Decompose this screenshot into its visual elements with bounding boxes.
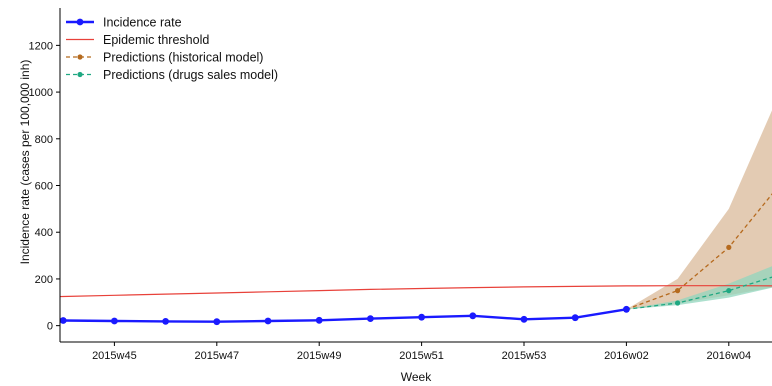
drugs-interval-band [626, 266, 772, 310]
x-tick-label: 2015w51 [399, 350, 444, 362]
incidence-point [367, 315, 374, 322]
incidence-point [418, 313, 425, 321]
drugs-point [726, 288, 732, 294]
y-tick-label: 0 [47, 321, 53, 333]
x-tick-label: 2015w45 [92, 350, 137, 362]
incidence-point [111, 317, 118, 325]
x-tick-label: 2015w47 [194, 350, 239, 362]
legend-label: Incidence rate [103, 16, 182, 30]
y-tick-label: 200 [35, 274, 53, 286]
x-tick-label: 2016w02 [604, 350, 649, 362]
incidence-point [315, 316, 323, 324]
historical-point [675, 288, 681, 294]
x-tick-label: 2015w49 [297, 350, 342, 362]
legend-label: Epidemic threshold [103, 33, 209, 47]
incidence-line [63, 308, 627, 323]
y-tick-label: 800 [35, 134, 53, 146]
legend-label: Predictions (historical model) [103, 51, 263, 65]
y-tick-label: 400 [35, 227, 53, 239]
x-tick-label: 2016w04 [706, 350, 751, 362]
legend-marker [77, 54, 83, 60]
y-tick-label: 1000 [29, 87, 53, 99]
historical-point [726, 244, 732, 250]
historical-line [626, 193, 772, 310]
legend-marker [76, 18, 84, 26]
incidence-point [623, 305, 630, 313]
incidence-point [59, 317, 67, 324]
incidence-point [162, 318, 170, 325]
legend-item-incidence: Incidence rate [66, 16, 182, 30]
incidence-point [264, 317, 272, 325]
drugs-line [626, 276, 772, 310]
prediction-bands [626, 110, 772, 310]
legend-label: Predictions (drugs sales model) [103, 68, 278, 82]
drugs-point [675, 300, 681, 306]
series-points [59, 244, 732, 326]
legend: Incidence rate Epidemic threshold Predicti… [66, 16, 278, 82]
historical-interval-band [626, 110, 772, 310]
x-axis-title: Week [401, 370, 432, 384]
y-tick-label: 600 [35, 181, 53, 193]
legend-item-drugs: Predictions (drugs sales model) [66, 68, 278, 82]
incidence-point [213, 318, 221, 326]
legend-marker [77, 71, 83, 78]
y-tick-label: 1200 [29, 40, 53, 52]
legend-item-threshold: Epidemic threshold [66, 33, 209, 47]
threshold-line [60, 285, 772, 298]
incidence-point [571, 314, 579, 322]
x-tick-label: 2015w53 [502, 350, 547, 362]
y-axis-title: Incidence rate (cases per 100,000 inh) [18, 60, 32, 265]
axes: 0 200 400 600 800 1000 1200 2015w45 2015w47 2015w… [29, 8, 772, 362]
series-lines [60, 193, 772, 323]
incidence-point [520, 315, 528, 323]
legend-item-historical: Predictions (historical model) [66, 51, 263, 65]
incidence-point [469, 312, 477, 320]
